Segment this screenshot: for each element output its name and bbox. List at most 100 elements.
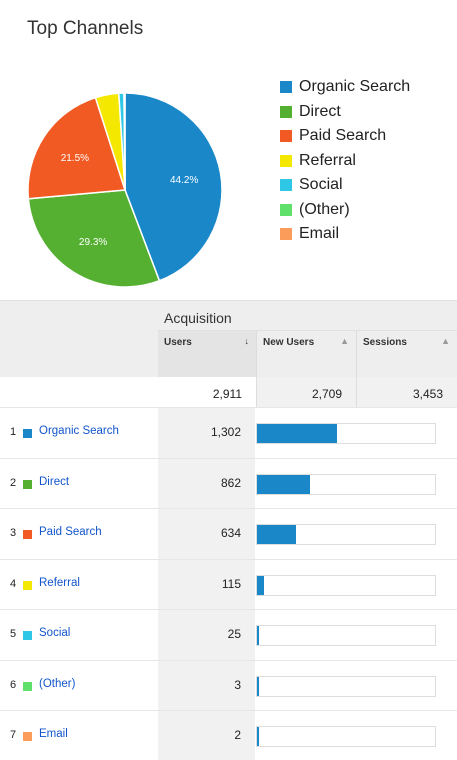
pie-slice-2[interactable] (27, 96, 126, 200)
row-color-swatch (23, 580, 32, 590)
users-value: 634 (220, 526, 241, 540)
legend-label: Social (299, 176, 343, 194)
legend-swatch (280, 228, 292, 241)
users-bar (257, 525, 296, 544)
channel-link[interactable]: (Other) (39, 677, 76, 690)
users-value: 3 (234, 677, 241, 692)
row-color-swatch (23, 681, 32, 691)
users-value: 25 (227, 627, 241, 641)
legend-label: (Other) (299, 200, 350, 218)
column-label-new-users: New Users (263, 337, 315, 348)
users-bar-track (256, 574, 436, 596)
row-color-swatch (23, 530, 32, 539)
totals-label-cell (0, 377, 158, 407)
users-cell: 862 (158, 458, 255, 509)
row-index: 4 (10, 577, 17, 590)
legend-item-2[interactable]: Paid Search (280, 124, 410, 149)
row-index: 7 (10, 729, 17, 741)
users-cell: 25 (158, 610, 255, 660)
users-bar (257, 676, 259, 696)
pie-data-label-1: 29.3% (79, 237, 107, 248)
channel-link[interactable]: Referral (39, 576, 80, 589)
sort-icon[interactable]: ▲ (441, 336, 450, 346)
row-color-swatch (23, 732, 32, 741)
column-header-new-users[interactable]: New Users ▲ (257, 331, 357, 377)
total-users: 2,911 (158, 377, 257, 407)
legend-label: Organic Search (299, 78, 411, 96)
row-index: 1 (10, 426, 17, 438)
legend-label: Paid Search (299, 127, 387, 145)
users-value: 862 (220, 475, 241, 490)
sort-icon[interactable]: ▲ (340, 336, 349, 346)
users-bar (257, 626, 259, 645)
column-label-sessions: Sessions (363, 337, 407, 348)
chart-legend: Organic Search Direct Paid Search Referral S… (280, 75, 410, 247)
row-index: 6 (10, 678, 17, 691)
users-bar (257, 575, 265, 595)
legend-item-0[interactable]: Organic Search (280, 75, 410, 100)
users-bar-track (256, 726, 436, 747)
table-row: 3 Paid Search 634 (0, 508, 457, 559)
legend-swatch (280, 179, 292, 192)
chart-title: Top Channels (27, 18, 144, 39)
legend-item-6[interactable]: Email (280, 222, 410, 247)
users-bar (257, 727, 259, 746)
legend-swatch (280, 154, 292, 167)
legend-label: Email (299, 225, 340, 243)
table-row: 1 Organic Search 1,302 (0, 407, 457, 458)
channel-link[interactable]: Organic Search (39, 425, 119, 437)
total-sessions: 3,453 (357, 377, 457, 407)
table-row: 2 Direct 862 (0, 457, 457, 509)
pie-chart: 44.2% 29.3% 21.5% (27, 92, 223, 288)
channel-link[interactable]: Social (39, 627, 71, 639)
total-new-users: 2,709 (257, 377, 357, 407)
row-color-swatch (23, 429, 32, 438)
pie-slice-1[interactable] (27, 189, 161, 288)
users-bar-track (256, 423, 436, 444)
legend-swatch (280, 105, 292, 118)
pie-slice-0[interactable] (124, 92, 223, 282)
table-header-blank (0, 301, 158, 377)
channel-link[interactable]: Paid Search (39, 526, 102, 538)
row-color-swatch (23, 479, 32, 489)
users-bar-track (256, 625, 436, 646)
row-index: 2 (10, 476, 17, 489)
pie-data-label-0: 44.2% (170, 175, 198, 186)
users-cell: 1,302 (158, 408, 255, 458)
acquisition-header: Acquisition (158, 301, 457, 331)
table-row: 4 Referral 115 (0, 558, 457, 610)
users-bar (257, 424, 337, 443)
channel-link[interactable]: Direct (39, 475, 70, 488)
channels-table: Acquisition Users ↓ New Users ▲ Sessions… (0, 300, 457, 760)
legend-item-1[interactable]: Direct (280, 100, 410, 125)
column-label-users: Users (164, 337, 192, 348)
row-color-swatch (23, 631, 32, 640)
column-header-sessions[interactable]: Sessions ▲ (357, 331, 457, 377)
users-value: 115 (221, 576, 241, 591)
table-row: 6 (Other) 3 (0, 659, 457, 711)
users-value: 2 (234, 728, 241, 742)
legend-item-5[interactable]: (Other) (280, 198, 410, 223)
channel-link[interactable]: Email (39, 728, 68, 740)
users-bar-track (256, 524, 436, 545)
table-row: 7 Email 2 (0, 710, 457, 760)
top-channels-card: Top Channels 44.2% 29.3% 21.5% Organic Sea… (0, 0, 457, 300)
row-index: 3 (10, 527, 17, 539)
legend-swatch (280, 203, 292, 216)
users-cell: 115 (158, 559, 255, 610)
legend-swatch (280, 81, 292, 94)
acquisition-label: Acquisition (164, 310, 232, 326)
row-index: 5 (10, 628, 17, 640)
users-cell: 2 (158, 711, 255, 760)
users-cell: 3 (158, 660, 255, 711)
users-bar-track (256, 473, 436, 495)
legend-item-4[interactable]: Social (280, 173, 410, 198)
column-header-users[interactable]: Users ↓ (158, 331, 257, 377)
legend-item-3[interactable]: Referral (280, 149, 410, 174)
sort-desc-icon[interactable]: ↓ (244, 336, 250, 346)
legend-swatch (280, 130, 292, 143)
users-value: 1,302 (210, 425, 241, 439)
users-cell: 634 (158, 509, 255, 559)
users-bar (257, 474, 310, 494)
legend-label: Direct (299, 102, 341, 120)
